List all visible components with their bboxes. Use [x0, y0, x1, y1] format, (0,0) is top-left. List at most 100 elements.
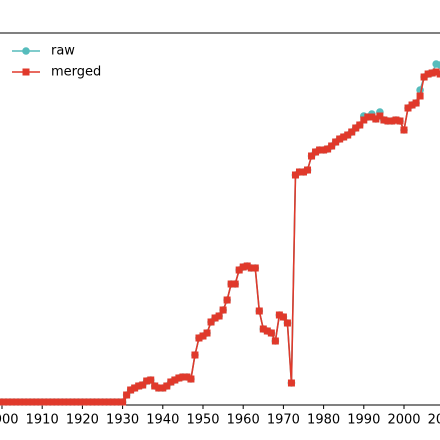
marker — [107, 398, 115, 406]
marker — [275, 311, 283, 319]
marker — [179, 373, 187, 381]
marker — [175, 374, 183, 382]
x-tick-label: 1960 — [227, 413, 260, 428]
marker — [18, 398, 26, 406]
marker — [151, 382, 159, 390]
marker — [424, 70, 432, 78]
marker — [287, 379, 295, 387]
marker — [78, 398, 86, 406]
marker — [111, 398, 119, 406]
marker — [348, 128, 356, 136]
marker — [400, 126, 408, 134]
marker — [436, 61, 440, 69]
marker — [267, 329, 275, 337]
marker — [46, 398, 54, 406]
x-tick-label: 2010 — [428, 413, 440, 428]
marker — [139, 381, 147, 389]
legend-label: raw — [51, 44, 75, 59]
marker — [255, 307, 263, 315]
marker — [119, 398, 127, 406]
marker — [66, 398, 74, 406]
marker — [384, 117, 392, 125]
marker — [259, 325, 267, 333]
marker — [14, 398, 22, 406]
marker — [195, 334, 203, 342]
x-tick-label: 1940 — [146, 413, 179, 428]
x-tick-label: 1970 — [267, 413, 300, 428]
x-tick-label: 1910 — [26, 413, 59, 428]
marker — [316, 146, 324, 154]
marker — [22, 68, 30, 76]
marker — [428, 69, 436, 77]
x-tick-label: 1930 — [106, 413, 139, 428]
marker — [320, 146, 328, 154]
marker — [163, 382, 171, 390]
marker — [279, 313, 287, 321]
marker — [360, 116, 368, 124]
marker — [54, 398, 62, 406]
marker — [99, 398, 106, 406]
marker — [207, 318, 215, 326]
marker — [404, 104, 412, 112]
marker — [70, 398, 78, 406]
marker — [42, 398, 50, 406]
marker — [159, 384, 167, 392]
series-merged — [0, 68, 440, 406]
marker — [127, 386, 135, 394]
marker — [115, 398, 123, 406]
marker — [74, 398, 82, 406]
marker — [135, 382, 143, 390]
marker — [219, 306, 227, 314]
marker — [251, 264, 259, 272]
marker — [143, 377, 151, 385]
marker — [227, 280, 235, 288]
marker — [123, 391, 131, 399]
marker — [211, 314, 219, 322]
marker — [408, 101, 416, 109]
x-tick-label: 1920 — [66, 413, 99, 428]
marker — [416, 92, 424, 100]
marker — [30, 398, 38, 406]
marker — [215, 312, 223, 320]
marker — [295, 168, 303, 176]
marker — [436, 70, 440, 78]
marker — [332, 138, 340, 146]
legend: raw merged — [12, 44, 101, 80]
marker — [376, 112, 384, 120]
marker — [388, 117, 396, 125]
marker — [392, 116, 400, 124]
marker — [420, 73, 428, 81]
marker — [352, 124, 360, 132]
x-tick-label: 1990 — [347, 413, 380, 428]
marker — [312, 148, 320, 156]
marker — [271, 337, 279, 345]
marker — [6, 398, 14, 406]
marker — [235, 266, 243, 274]
marker — [300, 168, 307, 176]
marker — [167, 378, 175, 386]
marker — [131, 384, 139, 392]
x-tick-label: 1900 — [0, 413, 19, 428]
x-tick-label: 2000 — [387, 413, 420, 428]
marker — [336, 135, 344, 143]
marker — [356, 121, 364, 129]
x-tick-label: 1980 — [307, 413, 340, 428]
marker — [344, 131, 352, 139]
marker — [243, 262, 251, 270]
marker — [247, 264, 255, 272]
marker — [380, 116, 388, 124]
marker — [183, 373, 191, 381]
marker — [94, 398, 102, 406]
marker — [147, 376, 155, 384]
marker — [263, 327, 271, 335]
marker — [199, 332, 207, 340]
marker — [155, 384, 163, 392]
marker — [26, 398, 34, 406]
marker — [340, 133, 348, 141]
marker — [10, 398, 18, 406]
marker — [396, 117, 404, 125]
marker — [50, 398, 58, 406]
marker — [191, 351, 199, 359]
marker — [90, 398, 98, 406]
